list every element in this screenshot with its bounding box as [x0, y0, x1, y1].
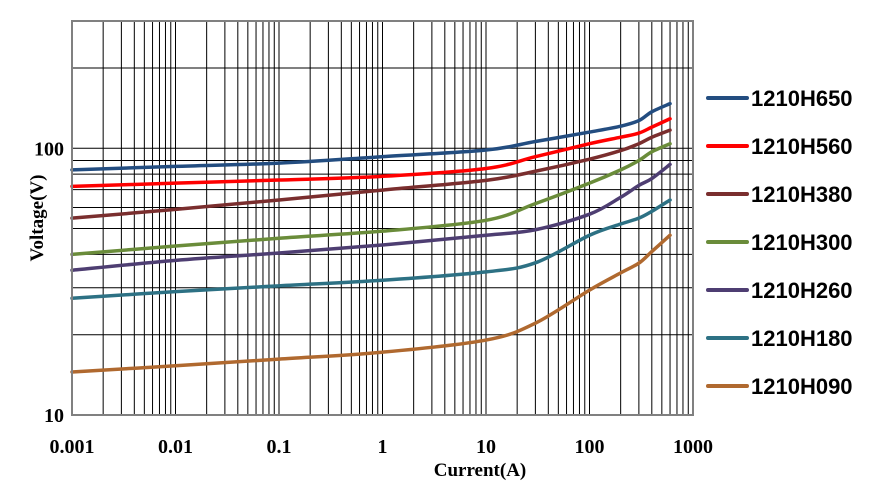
- legend-label: 1210H260: [751, 278, 853, 303]
- x-tick-label: 0.1: [267, 436, 292, 458]
- y-axis-ticks: 10 100: [34, 138, 64, 427]
- series-line-1210H090: [70, 233, 672, 374]
- x-tick-label: 1: [378, 436, 388, 458]
- y-tick-label: 100: [34, 138, 64, 160]
- series-lines: [70, 101, 672, 374]
- x-tick-label: 0.001: [50, 436, 95, 458]
- x-axis-label: Current(A): [434, 460, 527, 481]
- legend-label: 1210H380: [751, 182, 853, 207]
- x-axis-ticks: 0.001 0.01 0.1 1 10 100 1000: [50, 436, 714, 458]
- legend: 1210H650 1210H560 1210H380 1210H300 1210H260…: [706, 86, 853, 399]
- legend-item: 1210H180: [706, 326, 853, 351]
- legend-item: 1210H260: [706, 278, 853, 303]
- legend-label: 1210H650: [751, 86, 853, 111]
- legend-label: 1210H090: [751, 374, 853, 399]
- legend-item: 1210H380: [706, 182, 853, 207]
- legend-item: 1210H090: [706, 374, 853, 399]
- legend-label: 1210H560: [751, 134, 853, 159]
- series-line-1210H180: [70, 198, 672, 300]
- x-tick-label: 10: [476, 436, 496, 458]
- legend-item: 1210H300: [706, 230, 853, 255]
- series-line-1210H650: [70, 101, 672, 172]
- y-tick-label: 10: [44, 405, 64, 427]
- plot-frame: [71, 20, 694, 416]
- x-tick-label: 0.01: [158, 436, 193, 458]
- series-line-1210H260: [70, 162, 672, 272]
- x-tick-label: 1000: [673, 436, 713, 458]
- legend-item: 1210H560: [706, 134, 853, 159]
- series-line-1210H380: [70, 128, 672, 220]
- x-tick-label: 100: [575, 436, 605, 458]
- grid: [71, 21, 693, 415]
- legend-label: 1210H180: [751, 326, 853, 351]
- legend-label: 1210H300: [751, 230, 853, 255]
- legend-item: 1210H650: [706, 86, 853, 111]
- series-line-1210H300: [70, 141, 672, 257]
- series-line-1210H560: [70, 117, 672, 189]
- y-axis-label: Voltage(V): [27, 175, 48, 262]
